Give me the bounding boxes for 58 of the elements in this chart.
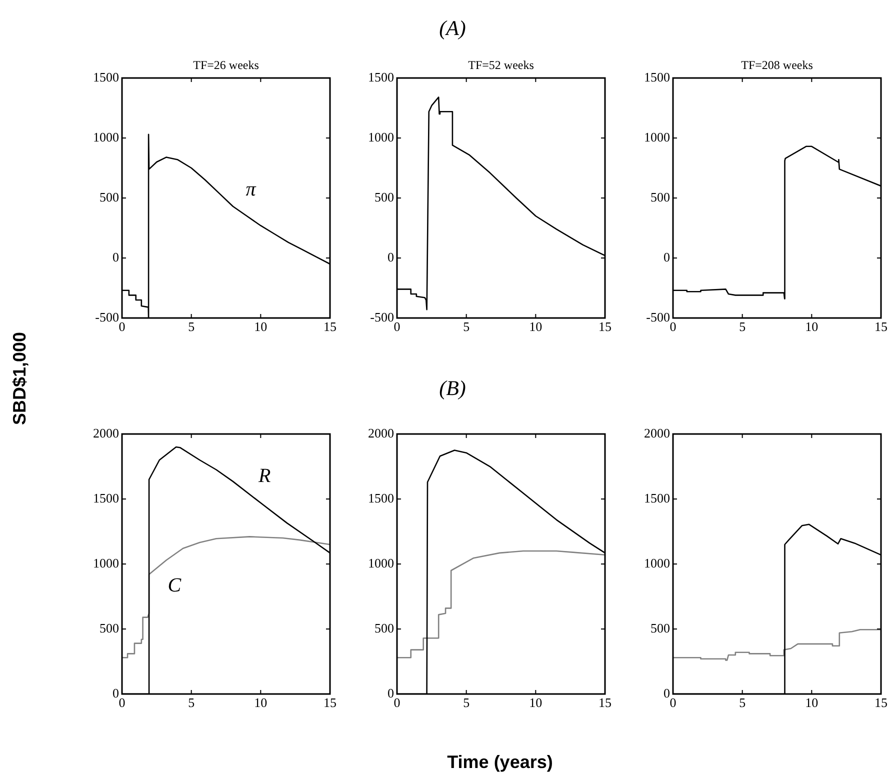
y-tick-label: 1500 xyxy=(644,69,670,84)
y-tick-label: 0 xyxy=(388,249,394,264)
chart-title: TF=208 weeks xyxy=(741,58,814,72)
y-tick-label: 0 xyxy=(112,249,119,264)
x-tick-label: 10 xyxy=(529,695,542,710)
y-tick-label: 0 xyxy=(664,685,670,700)
y-tick-label: 500 xyxy=(374,189,394,204)
y-tick-label: 1000 xyxy=(93,129,119,144)
y-tick-label: 1500 xyxy=(93,69,119,84)
x-tick-label: 15 xyxy=(598,319,612,334)
x-tick-label: 15 xyxy=(874,695,888,710)
x-tick-label: 10 xyxy=(805,319,818,334)
y-tick-label: 1500 xyxy=(93,490,119,506)
series-label: R xyxy=(258,465,271,488)
series-label: π xyxy=(246,178,257,200)
y-tick-label: 500 xyxy=(100,620,119,636)
x-tick-label: 15 xyxy=(598,695,612,710)
y-tick-label: 1000 xyxy=(368,129,394,144)
y-tick-label: 1500 xyxy=(368,490,394,506)
y-tick-label: 500 xyxy=(374,620,394,636)
y-tick-label: 2000 xyxy=(644,425,670,440)
y-tick-label: 500 xyxy=(650,189,670,204)
x-tick-label: 5 xyxy=(463,319,470,334)
x-tick-label: 10 xyxy=(529,319,542,334)
x-tick-label: 5 xyxy=(188,695,195,710)
x-tick-label: 5 xyxy=(188,319,195,334)
y-tick-label: 0 xyxy=(112,685,119,700)
y-tick-label: 1000 xyxy=(644,129,670,144)
text: (A) xyxy=(438,16,467,41)
x-tick-label: 15 xyxy=(324,319,336,334)
x-axis-title: Time (years) xyxy=(446,752,554,773)
y-tick-label: 1000 xyxy=(93,555,119,570)
y-tick-label: 2000 xyxy=(368,425,394,440)
x-tick-label: 5 xyxy=(463,695,470,710)
y-tick-label: 1500 xyxy=(644,490,670,506)
series-label: C xyxy=(168,574,182,596)
text: (B) xyxy=(439,376,466,400)
x-tick-label: 10 xyxy=(805,695,818,710)
y-tick-label: -500 xyxy=(646,309,670,324)
x-tick-label: 15 xyxy=(324,695,336,710)
y-tick-label: -500 xyxy=(370,309,394,324)
y-tick-label: 1500 xyxy=(368,69,394,84)
x-tick-label: 5 xyxy=(739,319,746,334)
x-tick-label: 10 xyxy=(254,319,268,334)
y-tick-label: -500 xyxy=(95,309,119,324)
chart-title: TF=52 weeks xyxy=(468,58,534,72)
y-tick-label: 0 xyxy=(664,249,670,264)
y-tick-label: 0 xyxy=(388,685,394,700)
y-tick-label: 1000 xyxy=(368,555,394,570)
x-tick-label: 5 xyxy=(739,695,746,710)
x-tick-label: 15 xyxy=(874,319,888,334)
chart-title: TF=26 weeks xyxy=(193,58,260,72)
x-tick-label: 10 xyxy=(254,695,268,710)
y-tick-label: 500 xyxy=(650,620,670,636)
y-tick-label: 2000 xyxy=(93,425,119,440)
y-tick-label: 1000 xyxy=(644,555,670,570)
y-tick-label: 500 xyxy=(100,189,119,204)
y-axis-title: SBD$1,000 xyxy=(10,330,30,428)
